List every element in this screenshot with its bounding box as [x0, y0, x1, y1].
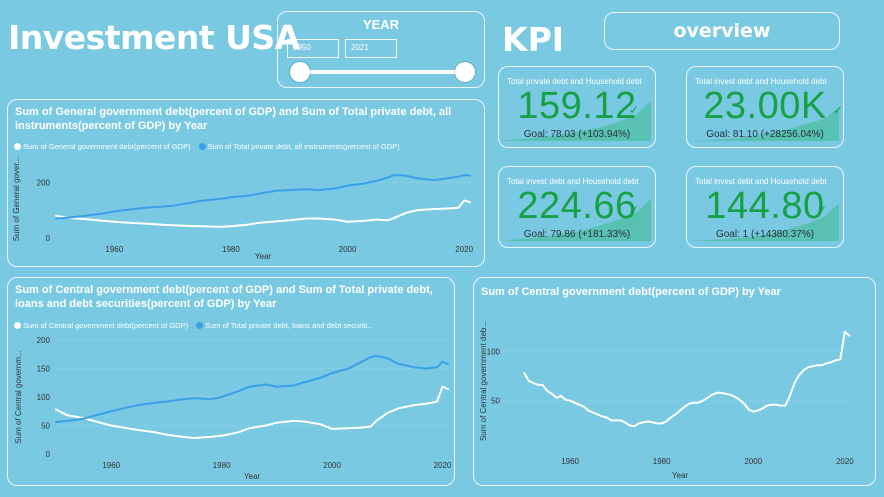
chart-plot: 0 50 100 150 200 1960 1980 2000 2020 Year Sum of C…	[14, 336, 452, 481]
x-axis-label: Year	[255, 252, 272, 261]
chart-title: Sum of General government debt(percent o…	[15, 106, 452, 132]
kpi-value: 23.00K	[703, 85, 827, 127]
check-icon: ✓	[629, 103, 640, 117]
x-tick-label: 1980	[222, 245, 240, 254]
series-line	[523, 330, 851, 428]
legend-label: Sum of Total private debt, loans and deb…	[205, 321, 374, 330]
series-line	[55, 199, 471, 228]
kpi-sparkline	[501, 101, 651, 141]
kpi-value: 144.80	[705, 185, 825, 227]
legend-label: Sum of Central government debt(percent o…	[23, 321, 189, 330]
kpi-goal: Goal: 78.03 (+103.94%)	[523, 129, 631, 140]
chart-title: Sum of Central government debt(percent o…	[15, 284, 433, 310]
x-tick-label: 1960	[102, 461, 120, 470]
kpi-sparkline	[689, 107, 839, 141]
check-icon: ✓	[817, 203, 828, 217]
x-tick-label: 2000	[323, 461, 341, 470]
kpi-card-3[interactable]: Total invest debt and Household debt 224…	[498, 166, 656, 248]
year-slider-track[interactable]	[300, 70, 466, 74]
x-axis-label: Year	[244, 472, 261, 481]
y-tick-label: 150	[37, 365, 51, 374]
x-tick-label: 2020	[455, 245, 473, 254]
x-tick-label: 2020	[836, 457, 854, 466]
legend-item[interactable]: Sum of Central government debt(percent o…	[14, 321, 188, 330]
legend-label: Sum of General government debt(percent o…	[23, 142, 191, 151]
kpi-card-2[interactable]: Total invest debt and Household debt 23.…	[686, 66, 844, 148]
legend-item[interactable]: Sum of Total private debt, loans and deb…	[196, 321, 373, 330]
legend-item[interactable]: Sum of Total private debt, all instrumen…	[198, 142, 400, 151]
chart-plot: 0 200 1960 1980 2000 2020 Year Sum of General g…	[12, 157, 474, 261]
kpi-value: 159.12	[517, 85, 637, 127]
x-axis-label: Year	[672, 471, 689, 480]
x-tick-label: 1980	[213, 461, 231, 470]
series-line	[55, 174, 471, 220]
chart-plot: 50 100 1960 1980 2000 2020 Year Sum of Central …	[479, 321, 854, 480]
y-tick-label: 0	[46, 450, 51, 459]
year-end-input[interactable]: 2021	[345, 39, 397, 58]
series-line	[55, 355, 449, 424]
chart-legend: Sum of General government debt(percent o…	[14, 142, 400, 151]
kpi-card-1[interactable]: Total private debt and Household debt 15…	[498, 66, 656, 148]
year-slicer: YEAR 1950 2021	[277, 11, 485, 88]
legend-dot-icon	[14, 322, 21, 329]
kpi-sparkline	[501, 199, 651, 241]
kpi-goal: Goal: 1 (+14380.37%)	[715, 229, 815, 240]
legend-label: Sum of Total private debt, all instrumen…	[207, 142, 400, 151]
legend-dot-icon	[198, 143, 206, 150]
legend-dot-icon	[14, 143, 21, 150]
y-tick-label: 50	[491, 397, 500, 406]
y-axis-label: Sum of Central governm...	[14, 350, 23, 443]
chart-title: Sum of Central government debt(percent o…	[481, 286, 781, 298]
x-tick-label: 2000	[339, 245, 357, 254]
check-icon: ✓	[833, 103, 844, 117]
kpi-goal: Goal: 79.86 (+181.33%)	[523, 229, 631, 240]
x-tick-label: 2020	[434, 461, 452, 470]
y-tick-label: 200	[37, 178, 51, 187]
x-tick-label: 1960	[105, 245, 123, 254]
y-tick-label: 100	[487, 347, 501, 356]
y-axis-label: Sum of General gover...	[12, 157, 21, 242]
y-tick-label: 0	[46, 234, 51, 243]
x-tick-label: 2000	[744, 457, 762, 466]
year-slicer-label: YEAR	[362, 17, 400, 32]
legend-dot-icon	[196, 322, 204, 329]
series-line	[55, 385, 449, 439]
y-tick-label: 50	[41, 422, 50, 431]
chart-general-vs-private[interactable]: Sum of General government debt(percent o…	[7, 99, 485, 267]
kpi-heading: KPI	[502, 20, 565, 59]
overview-button[interactable]: overview	[604, 12, 840, 50]
year-slider-start-handle[interactable]	[290, 62, 310, 82]
y-tick-label: 100	[37, 393, 51, 402]
kpi-value: 224.66	[517, 185, 637, 227]
legend-item[interactable]: Sum of General government debt(percent o…	[14, 142, 191, 151]
check-icon: ✓	[629, 203, 640, 217]
y-axis-label: Sum of Central government deb...	[479, 321, 488, 441]
chart-central-vs-private[interactable]: Sum of Central government debt(percent o…	[7, 277, 455, 486]
kpi-goal: Goal: 81.10 (+28256.04%)	[706, 129, 824, 140]
x-tick-label: 1980	[653, 457, 671, 466]
y-tick-label: 200	[37, 336, 51, 345]
chart-legend: Sum of Central government debt(percent o…	[14, 321, 373, 330]
year-start-input[interactable]: 1950	[287, 39, 339, 58]
chart-central-debt[interactable]: Sum of Central government debt(percent o…	[473, 277, 876, 486]
year-slider-end-handle[interactable]	[455, 62, 475, 82]
x-tick-label: 1960	[561, 457, 579, 466]
kpi-card-4[interactable]: Total invest debt and Household debt 144…	[686, 166, 844, 248]
page-title: Investment USA	[8, 18, 300, 57]
kpi-sparkline	[689, 203, 839, 241]
